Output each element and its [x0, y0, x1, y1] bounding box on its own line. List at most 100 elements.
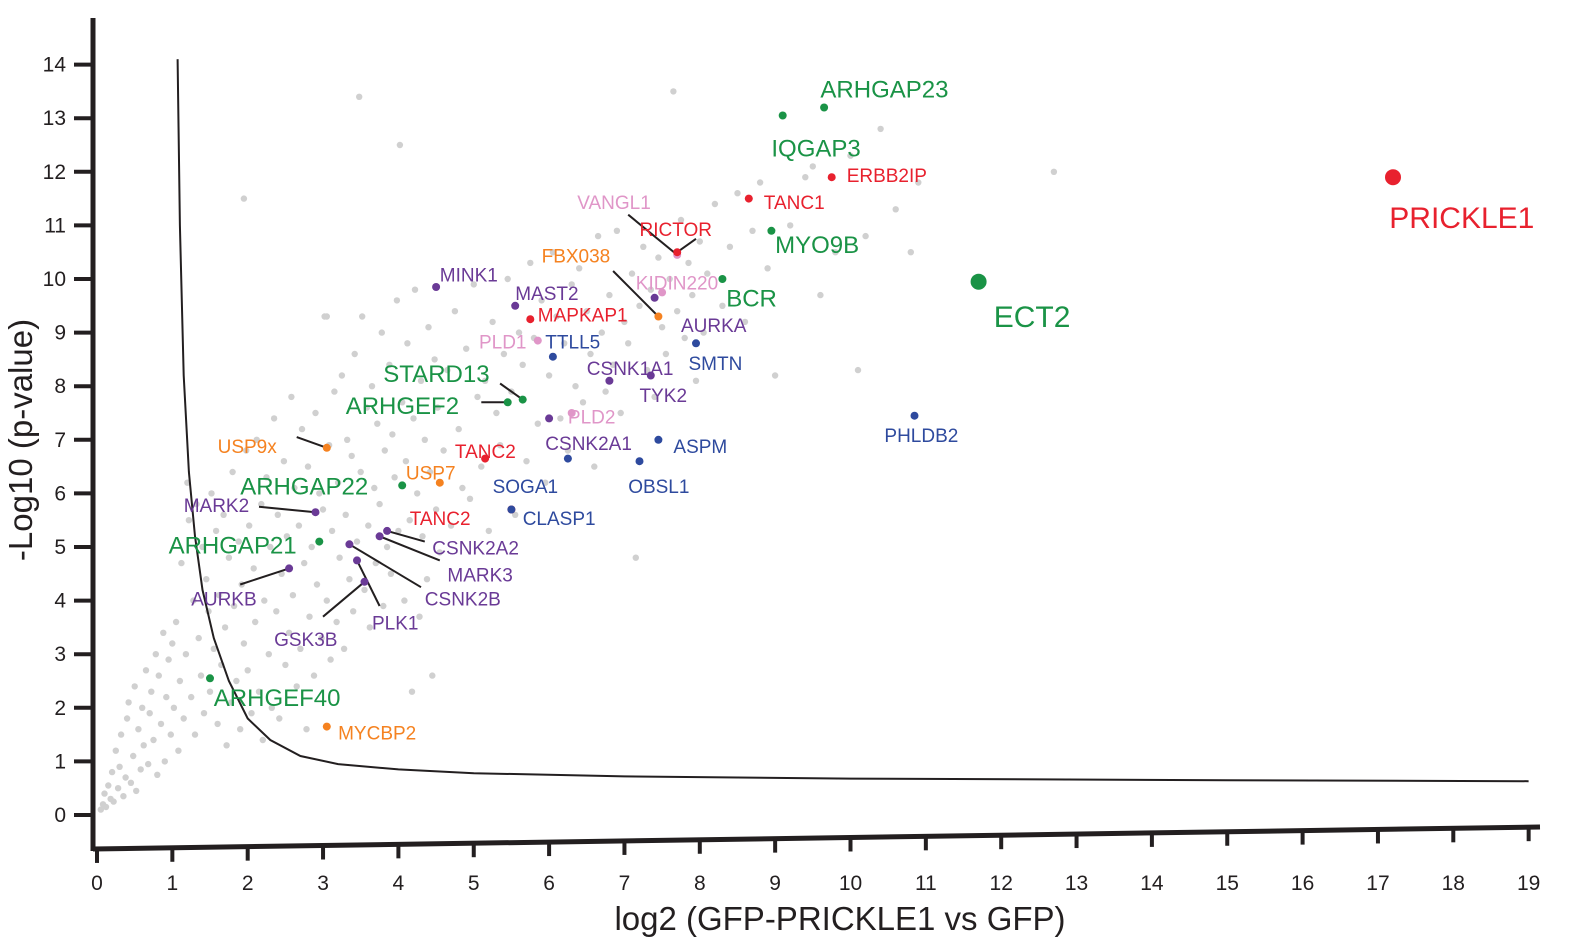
label-stard13: STARD13 [383, 361, 489, 388]
background-point [227, 699, 235, 706]
background-point [248, 710, 255, 717]
background-point [515, 329, 523, 336]
background-point [357, 468, 364, 476]
y-tick-label: 4 [54, 590, 66, 613]
x-tick-label: 6 [543, 872, 555, 895]
background-point [700, 329, 707, 336]
background-point [152, 651, 159, 658]
background-point [378, 329, 385, 336]
background-point [504, 275, 511, 283]
background-point [350, 608, 357, 615]
background-point [333, 618, 340, 626]
background-point [862, 232, 869, 240]
background-point [200, 710, 208, 717]
point-csnk2b [345, 540, 354, 549]
label-ttll5: TTLL5 [545, 332, 600, 353]
background-point [303, 726, 310, 733]
background-point [131, 683, 138, 690]
x-tick-label: 19 [1517, 872, 1540, 895]
background-point [419, 533, 426, 540]
background-point [316, 490, 323, 497]
y-tick-label: 6 [54, 482, 66, 505]
threshold-curve [176, 59, 1529, 783]
background-point [240, 195, 248, 202]
background-point [323, 597, 330, 604]
background-point [108, 768, 116, 776]
label-arhgef40: ARHGEF40 [214, 685, 341, 712]
background-point [225, 554, 233, 561]
point-prickle1 [1385, 169, 1401, 186]
background-point [274, 511, 281, 518]
point-arhgap23 [820, 103, 829, 112]
point-aurkb [285, 564, 294, 573]
background-point [342, 511, 349, 518]
background-point [353, 538, 361, 545]
background-point [199, 543, 206, 551]
background-point [150, 736, 157, 744]
background-point [689, 291, 696, 299]
background-point [411, 286, 419, 293]
background-point [191, 731, 199, 738]
y-tick-label: 10 [43, 268, 66, 291]
background-point [154, 771, 161, 778]
label-vangl1: VANGL1 [577, 193, 651, 214]
background-point [197, 672, 205, 679]
label-clasp1: CLASP1 [523, 509, 596, 530]
y-tick-label: 11 [44, 214, 66, 237]
background-point [421, 436, 428, 443]
background-point [214, 720, 221, 728]
x-tick-label: 2 [242, 872, 254, 895]
background-point [137, 766, 144, 773]
background-point [704, 270, 711, 277]
background-point [117, 731, 125, 738]
background-point [628, 270, 636, 277]
point-arhgef40 [206, 674, 214, 683]
background-points [97, 88, 1058, 813]
y-axis-title: -Log10 (p-value) [2, 319, 39, 561]
point-clasp1 [507, 505, 516, 514]
x-tick-label: 8 [694, 872, 706, 895]
point-stard13 [518, 395, 527, 404]
background-point [319, 506, 327, 513]
background-point [250, 565, 257, 572]
background-point [195, 634, 202, 642]
x-tick-label: 18 [1442, 872, 1465, 895]
highlighted-points [206, 103, 1401, 731]
background-point [892, 206, 899, 213]
background-point [101, 790, 108, 797]
background-point [178, 559, 185, 567]
background-point [692, 377, 700, 384]
point-tanc1 [744, 194, 753, 203]
background-point [267, 543, 274, 551]
leader-line-vangl1 [627, 213, 678, 256]
background-point [787, 222, 794, 229]
background-point [606, 291, 613, 299]
background-point [426, 468, 434, 476]
label-arhgef2: ARHGEF2 [346, 393, 459, 420]
background-point [741, 318, 749, 326]
background-point [298, 425, 306, 433]
background-point [451, 308, 459, 315]
background-point [237, 726, 244, 733]
background-point [749, 227, 756, 234]
y-tick-label: 0 [54, 804, 66, 827]
background-point [696, 238, 703, 245]
background-point [295, 522, 303, 529]
background-point [396, 141, 404, 149]
label-csnk2b: CSNK2B [425, 590, 501, 611]
background-point [621, 318, 628, 326]
background-point [534, 420, 541, 427]
label-pld2: PLD2 [568, 407, 616, 428]
background-point [734, 190, 741, 197]
label-mapkap1: MAPKAP1 [538, 306, 628, 327]
point-mark3 [375, 532, 384, 541]
background-point [877, 125, 884, 133]
x-tick-label: 13 [1065, 872, 1088, 895]
background-point [617, 409, 624, 417]
background-point [259, 736, 266, 744]
leader-line-stard13 [499, 382, 524, 401]
leader-line-fbx038 [612, 270, 660, 318]
background-point [233, 677, 240, 685]
x-tick-label: 0 [91, 872, 103, 895]
